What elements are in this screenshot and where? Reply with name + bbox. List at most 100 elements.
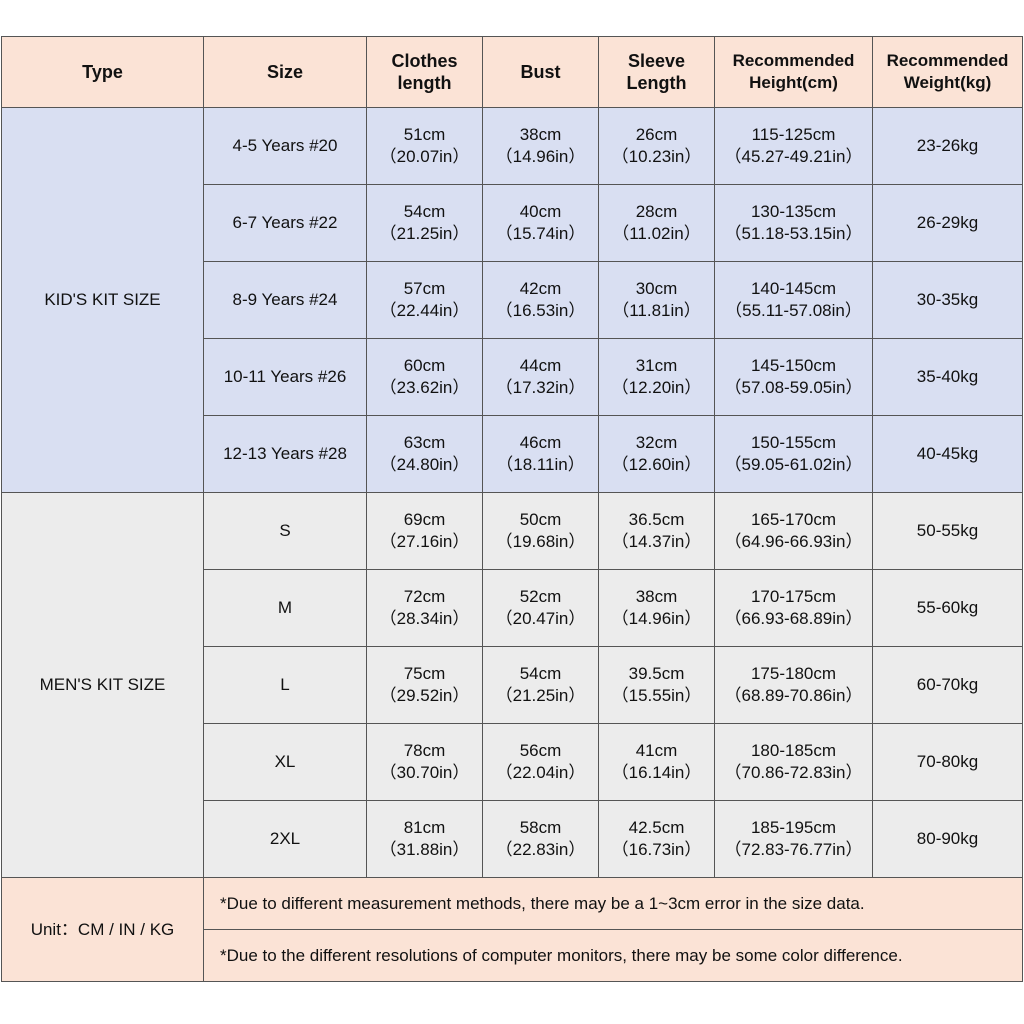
sleeve-length-cell-line2: （15.55in） <box>611 686 702 705</box>
bust-cell: 42cm （16.53in） <box>482 261 599 339</box>
sleeve-length-cell: 30cm （11.81in） <box>598 261 715 339</box>
bust-cell-line1: 38cm <box>519 125 562 144</box>
clothes-length-cell-line2: （28.34in） <box>379 609 470 628</box>
sleeve-length-cell-line1: 32cm <box>635 433 678 452</box>
size-cell: 12-13 Years #28 <box>203 415 367 493</box>
recommended-height-cell-line1: 130-135cm <box>750 202 837 221</box>
header-rec-height-line2: Height(cm) <box>749 73 838 92</box>
clothes-length-cell-line1: 63cm <box>403 433 446 452</box>
bust-cell: 52cm （20.47in） <box>482 569 599 647</box>
recommended-weight-cell: 26-29kg <box>872 184 1023 262</box>
bust-cell: 44cm （17.32in） <box>482 338 599 416</box>
clothes-length-cell-line1: 78cm <box>403 741 446 760</box>
header-rec-weight-line1: Recommended <box>886 51 1009 70</box>
sleeve-length-cell: 26cm （10.23in） <box>598 107 715 185</box>
recommended-weight-cell: 40-45kg <box>872 415 1023 493</box>
table-row: L 75cm （29.52in） 54cm （21.25in） 39.5cm （15.55i… <box>2 646 1023 724</box>
kids-section: KID'S KIT SIZE 4-5 Years #20 51cm （20.07in）… <box>1 107 1023 493</box>
note-row-2: *Due to the different resolutions of com… <box>2 929 1023 982</box>
recommended-height-cell-line1: 165-170cm <box>750 510 837 529</box>
sleeve-length-cell: 41cm （16.14in） <box>598 723 715 801</box>
clothes-length-cell-line1: 69cm <box>403 510 446 529</box>
recommended-weight-cell: 80-90kg <box>872 800 1023 878</box>
sleeve-length-cell-line2: （16.14in） <box>611 763 702 782</box>
size-cell: M <box>203 569 367 647</box>
size-chart-table: Type Size Clothes length Bust Sleeve Len… <box>1 36 1023 982</box>
bust-cell: 40cm （15.74in） <box>482 184 599 262</box>
bust-cell-line1: 42cm <box>519 279 562 298</box>
sleeve-length-cell-line1: 42.5cm <box>628 818 685 837</box>
recommended-height-cell-line2: （66.93-68.89in） <box>724 609 863 628</box>
bust-cell-line1: 52cm <box>519 587 562 606</box>
note-row-1: Unit：CM / IN / KG *Due to different meas… <box>1 877 1023 982</box>
header-rec-weight-line2: Weight(kg) <box>903 73 992 92</box>
recommended-weight-cell: 55-60kg <box>872 569 1023 647</box>
clothes-length-cell-line2: （24.80in） <box>379 455 470 474</box>
table-row: 12-13 Years #28 63cm （24.80in） 46cm （18.11in… <box>2 415 1023 493</box>
clothes-length-cell-line2: （21.25in） <box>379 224 470 243</box>
recommended-weight-cell: 70-80kg <box>872 723 1023 801</box>
header-sleeve-length: Sleeve Length <box>598 36 715 108</box>
bust-cell-line1: 50cm <box>519 510 562 529</box>
header-size: Size <box>203 36 367 108</box>
sleeve-length-cell-line2: （12.20in） <box>611 378 702 397</box>
header-recommended-height: Recommended Height(cm) <box>714 36 873 108</box>
size-cell: XL <box>203 723 367 801</box>
clothes-length-cell: 54cm （21.25in） <box>366 184 483 262</box>
recommended-height-cell: 165-170cm （64.96-66.93in） <box>714 492 873 570</box>
recommended-height-cell: 150-155cm （59.05-61.02in） <box>714 415 873 493</box>
sleeve-length-cell: 39.5cm （15.55in） <box>598 646 715 724</box>
sleeve-length-cell: 31cm （12.20in） <box>598 338 715 416</box>
size-cell: L <box>203 646 367 724</box>
bust-cell-line2: （18.11in） <box>496 455 585 474</box>
recommended-height-cell-line2: （64.96-66.93in） <box>724 532 863 551</box>
men-type-label: MEN'S KIT SIZE <box>1 492 204 878</box>
recommended-weight-cell: 50-55kg <box>872 492 1023 570</box>
recommended-height-cell: 170-175cm （66.93-68.89in） <box>714 569 873 647</box>
bust-cell: 58cm （22.83in） <box>482 800 599 878</box>
clothes-length-cell-line2: （29.52in） <box>379 686 470 705</box>
sleeve-length-cell-line1: 41cm <box>635 741 678 760</box>
recommended-height-cell-line2: （70.86-72.83in） <box>724 763 863 782</box>
sleeve-length-cell-line1: 31cm <box>635 356 678 375</box>
recommended-height-cell-line1: 115-125cm <box>751 125 836 144</box>
bust-cell-line1: 46cm <box>519 433 562 452</box>
recommended-weight-cell: 60-70kg <box>872 646 1023 724</box>
clothes-length-cell-line1: 60cm <box>403 356 446 375</box>
bust-cell-line2: （22.04in） <box>495 763 586 782</box>
recommended-height-cell: 185-195cm （72.83-76.77in） <box>714 800 873 878</box>
sleeve-length-cell-line1: 39.5cm <box>628 664 685 683</box>
recommended-weight-cell: 30-35kg <box>872 261 1023 339</box>
bust-cell-line2: （17.32in） <box>495 378 586 397</box>
sleeve-length-cell-line2: （16.73in） <box>611 840 702 859</box>
clothes-length-cell-line2: （20.07in） <box>379 147 470 166</box>
bust-cell: 38cm （14.96in） <box>482 107 599 185</box>
header-sleeve-length-line1: Sleeve <box>627 51 686 71</box>
sleeve-length-cell: 32cm （12.60in） <box>598 415 715 493</box>
sleeve-length-cell: 28cm （11.02in） <box>598 184 715 262</box>
size-cell: 10-11 Years #26 <box>203 338 367 416</box>
bust-cell-line1: 40cm <box>519 202 562 221</box>
size-cell: 8-9 Years #24 <box>203 261 367 339</box>
clothes-length-cell-line1: 75cm <box>403 664 446 683</box>
recommended-height-cell-line1: 170-175cm <box>750 587 837 606</box>
recommended-height-cell-line2: （68.89-70.86in） <box>724 686 863 705</box>
clothes-length-cell: 51cm （20.07in） <box>366 107 483 185</box>
bust-cell-line2: （16.53in） <box>495 301 586 320</box>
clothes-length-cell-line2: （27.16in） <box>379 532 470 551</box>
sleeve-length-cell-line1: 28cm <box>635 202 678 221</box>
recommended-height-cell-line1: 185-195cm <box>750 818 837 837</box>
table-row: KID'S KIT SIZE 4-5 Years #20 51cm （20.07in）… <box>1 107 1023 493</box>
size-cell: S <box>203 492 367 570</box>
header-type: Type <box>1 36 204 108</box>
recommended-height-cell-line1: 150-155cm <box>750 433 837 452</box>
bust-cell: 46cm （18.11in） <box>482 415 599 493</box>
recommended-height-cell-line2: （55.11-57.08in） <box>725 301 862 320</box>
clothes-length-cell-line1: 57cm <box>403 279 446 298</box>
kids-type-label: KID'S KIT SIZE <box>1 107 204 493</box>
sleeve-length-cell-line1: 38cm <box>635 587 678 606</box>
sleeve-length-cell: 42.5cm （16.73in） <box>598 800 715 878</box>
size-cell: 2XL <box>203 800 367 878</box>
sleeve-length-cell-line2: （11.02in） <box>612 224 701 243</box>
note-color: *Due to the different resolutions of com… <box>203 929 1023 982</box>
